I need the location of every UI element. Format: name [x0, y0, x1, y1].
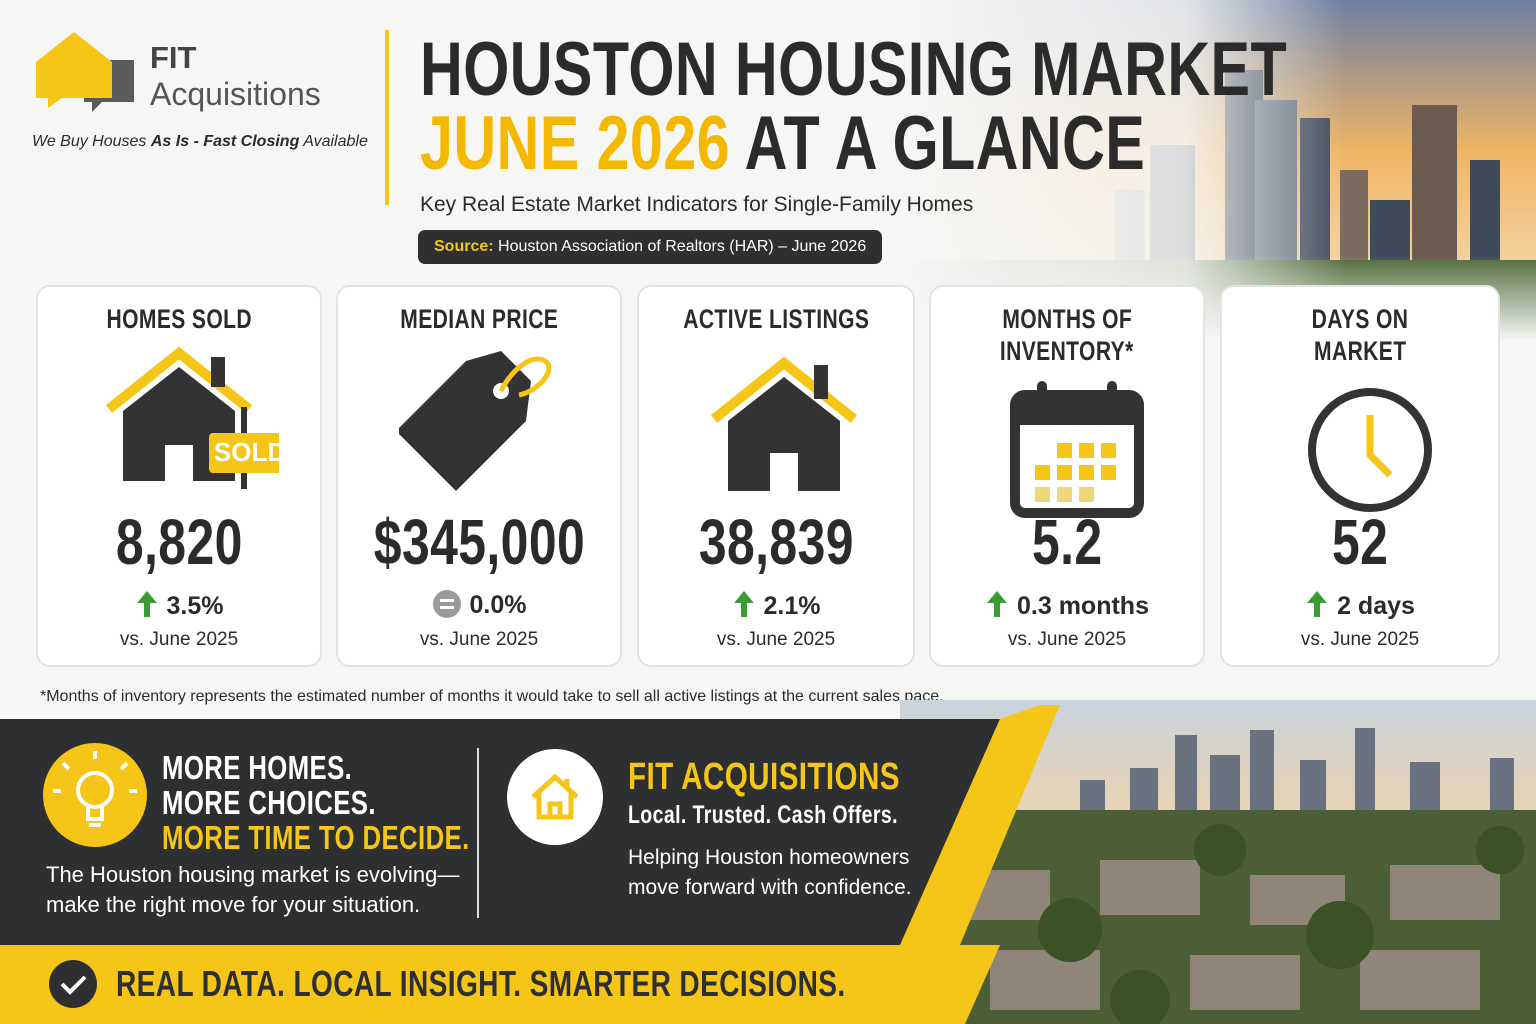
- card-title: HOMES SOLD: [38, 303, 320, 335]
- icon: [710, 356, 858, 491]
- stat-card: MONTHS OF INVENTORY* 5.2 0.3 months vs. June…: [929, 285, 1205, 667]
- tagline-text: Available: [299, 133, 368, 150]
- title: JUNE 2026 AT A GLANCE: [420, 100, 1320, 187]
- divider: [477, 748, 479, 918]
- icon: [1010, 381, 1144, 518]
- card-change-text: 2 days: [1337, 592, 1415, 620]
- promo-body: Helping Houston homeowners move forward …: [628, 846, 912, 899]
- stat-card: ACTIVE LISTINGS 38,839 2.1% vs. June 2025: [637, 285, 915, 667]
- promo-tagline: Local. Trusted. Cash Offers.: [628, 801, 974, 830]
- icon: [1308, 388, 1432, 512]
- stat-card: DAYS ON MARKET 52 2 days vs. June 2025: [1220, 285, 1500, 667]
- card-value-text: 38,839: [698, 506, 854, 578]
- title-line: HOUSTON HOUSING MARKET: [420, 27, 1288, 112]
- card-change: 0.3 months: [931, 589, 1203, 621]
- card-change: 2 days: [1222, 589, 1498, 621]
- card-title: ACTIVE LISTINGS: [639, 303, 913, 335]
- card-change: 0.0%: [338, 589, 620, 620]
- card-value: $345,000: [338, 507, 620, 577]
- card-title-line: MEDIAN PRICE: [400, 304, 558, 334]
- logo-mark: [36, 32, 134, 112]
- card-value: 38,839: [639, 507, 913, 577]
- tagline-bold: As Is - Fast Closing: [150, 133, 300, 150]
- up-arrow: [1307, 591, 1328, 617]
- banner: REAL DATA. LOCAL INSIGHT. SMARTER DECISI…: [116, 963, 1051, 1005]
- stat-card: MEDIAN PRICE $345,000 0.0% vs. June 2025: [336, 285, 622, 667]
- card-title-line: DAYS ON: [1311, 304, 1409, 334]
- card-value-text: 8,820: [115, 506, 243, 578]
- icon: SOLD: [105, 347, 279, 489]
- tagline-text: We Buy Houses: [32, 133, 151, 150]
- source-text: Houston Association of Realtors (HAR) – …: [498, 238, 867, 255]
- card-change-text: 2.1%: [763, 592, 821, 620]
- card-title-line: MONTHS OF: [1002, 304, 1132, 334]
- card-title: DAYS ON MARKET: [1222, 303, 1498, 367]
- card-comparison: vs. June 2025: [1300, 629, 1420, 650]
- banner-text: REAL DATA. LOCAL INSIGHT. SMARTER DECISI…: [116, 963, 846, 1004]
- card-change-text: 3.5%: [166, 592, 224, 620]
- promo-title-text: FIT ACQUISITIONS: [628, 756, 900, 798]
- card-title: MONTHS OF INVENTORY*: [931, 303, 1203, 367]
- headline-line: MORE TIME TO DECIDE.: [162, 819, 470, 856]
- message-body: The Houston housing market is evolving—m…: [46, 862, 460, 917]
- card-title-line: HOMES SOLD: [106, 304, 252, 334]
- up-arrow: [733, 591, 754, 617]
- card-title-line: INVENTORY*: [1000, 336, 1134, 366]
- stat-card: HOMES SOLD SOLD 8,820 3.5% vs. June 2025: [36, 285, 322, 667]
- card-value-text: 5.2: [1031, 506, 1103, 578]
- source-label: Source:: [434, 238, 494, 255]
- headline-line: MORE HOMES.: [162, 749, 353, 786]
- up-arrow: [136, 591, 157, 617]
- brand-name: FIT: [150, 40, 197, 75]
- card-value-text: $345,000: [373, 506, 585, 578]
- source-pill: Source: Houston Association of Realtors …: [418, 230, 883, 264]
- card-title: MEDIAN PRICE: [338, 303, 620, 335]
- card-value: 8,820: [38, 507, 320, 577]
- card-comparison: vs. June 2025: [716, 629, 836, 650]
- card-change: 2.1%: [639, 589, 913, 621]
- promo-tagline-text: Local. Trusted. Cash Offers.: [628, 801, 898, 829]
- card-change-text: 0.0%: [469, 591, 527, 619]
- card-title-line: MARKET: [1313, 336, 1407, 366]
- card-change-text: 0.3 months: [1017, 592, 1149, 620]
- tagline: We Buy Houses As Is - Fast Closing Avail…: [32, 133, 368, 151]
- house-icon: [507, 749, 603, 845]
- title-highlight: JUNE 2026: [420, 101, 730, 186]
- card-title-line: ACTIVE LISTINGS: [682, 304, 870, 334]
- promo-title: FIT ACQUISITIONS: [628, 756, 977, 799]
- card-value: 52: [1222, 507, 1498, 577]
- title-rest: AT A GLANCE: [744, 101, 1146, 186]
- check-icon: [49, 960, 97, 1008]
- card-value-text: 52: [1331, 506, 1389, 578]
- message-headline: MORE HOMES. MORE CHOICES. MORE TIME TO DEC…: [162, 750, 556, 855]
- title-line: JUNE 2026 AT A GLANCE: [420, 100, 1145, 187]
- title: HOUSTON HOUSING MARKET: [420, 26, 1532, 113]
- bulb-icon: [43, 743, 147, 847]
- flat-indicator: [432, 590, 461, 618]
- headline-line: MORE CHOICES.: [162, 784, 376, 821]
- neighborhood-photo: [900, 700, 1536, 1024]
- icon: [399, 351, 552, 491]
- footnote: *Months of inventory represents the esti…: [40, 688, 944, 705]
- card-comparison: vs. June 2025: [119, 629, 239, 650]
- card-comparison: vs. June 2025: [419, 629, 539, 650]
- divider: [385, 30, 389, 205]
- card-value: 5.2: [931, 507, 1203, 577]
- subtitle: Key Real Estate Market Indicators for Si…: [420, 193, 974, 216]
- brand-name: Acquisitions: [150, 76, 321, 112]
- up-arrow: [987, 591, 1007, 617]
- sold-badge: SOLD: [214, 437, 279, 467]
- card-change: 3.5%: [38, 589, 320, 621]
- card-comparison: vs. June 2025: [1007, 629, 1127, 650]
